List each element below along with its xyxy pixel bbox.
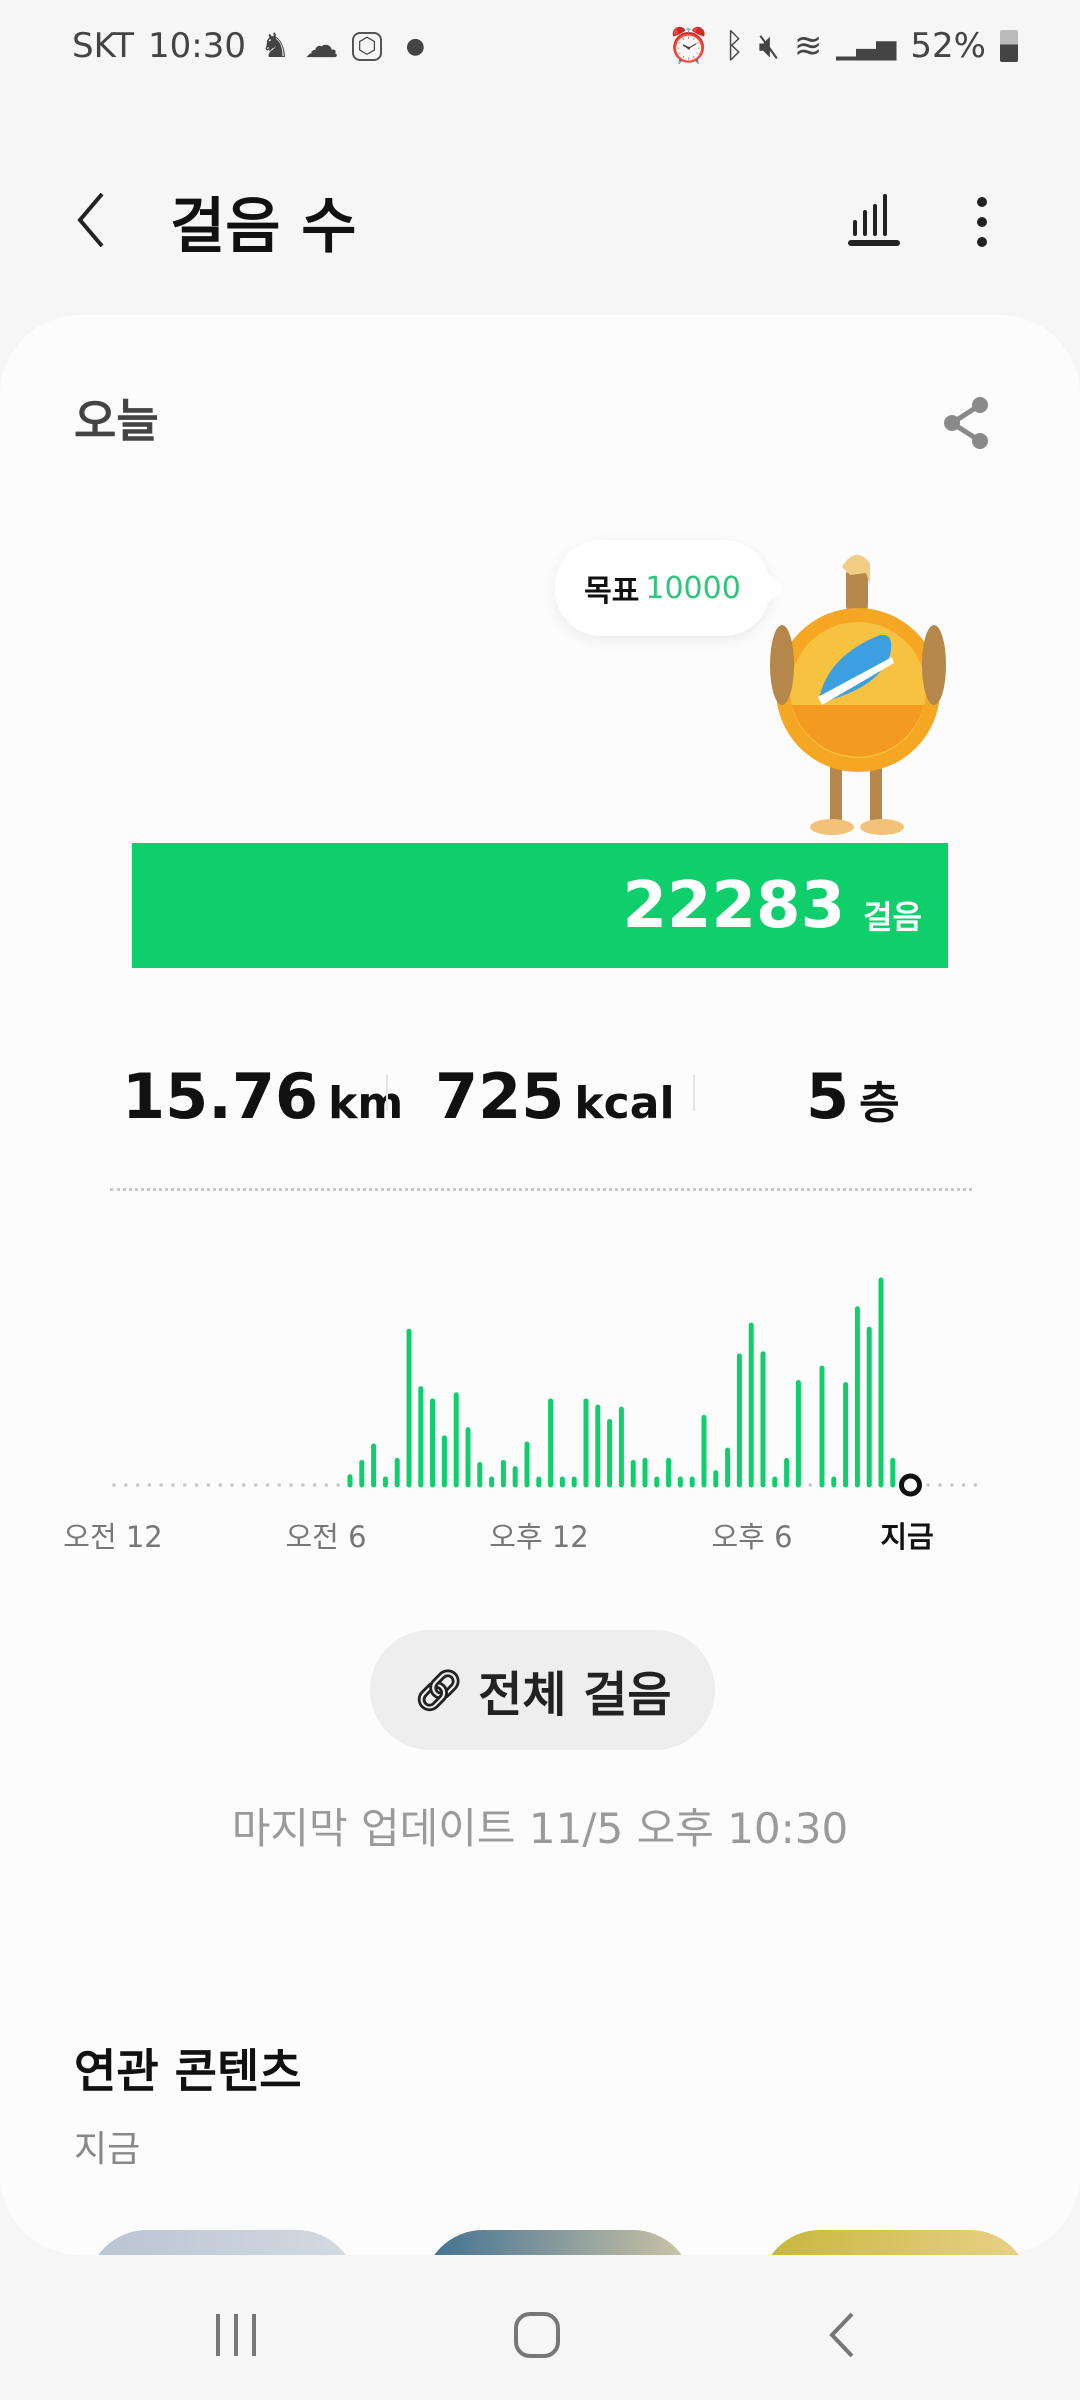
page-title: 걸음 수 — [170, 192, 357, 262]
now-label: 지금 — [880, 1520, 934, 1554]
related-content-subtitle: 지금 — [74, 2129, 141, 2170]
x-tick-label: 오전 12 — [63, 1520, 163, 1554]
dashin-badge-icon: ⬡ — [352, 31, 382, 61]
x-tick-label: 오후 6 — [711, 1520, 793, 1554]
baseline-dot — [938, 1483, 942, 1487]
baseline-dot — [277, 1483, 282, 1487]
steps-unit: 걸음 — [863, 897, 922, 936]
distance-unit: km — [328, 1078, 404, 1129]
back-button[interactable] — [72, 190, 112, 250]
baseline-dot — [324, 1483, 329, 1487]
wifi-icon: ︎≋ — [793, 26, 823, 66]
related-content-title: 연관 콘텐츠 — [74, 2044, 302, 2098]
battery-icon — [1000, 30, 1018, 62]
cloud-icon: ☁ — [304, 26, 339, 66]
signal-icon: ▁▃▅ — [836, 31, 897, 61]
link-icon: 🔗︎ — [413, 1667, 465, 1714]
bluetooth-icon: ᛒ — [724, 26, 745, 66]
divider — [693, 1075, 695, 1111]
floors-unit: 층 — [859, 1078, 900, 1129]
baseline-dot — [301, 1483, 305, 1487]
last-update-text: 마지막 업데이트 11/5 오후 10:30 — [231, 1804, 849, 1853]
status-bar: SKT 10:30 ♞ ☁ ⬡ ● ⏰ ᛒ 🔇︎ ︎≋ ▁▃▅ 52% — [72, 22, 1018, 70]
dot-icon: ● — [405, 33, 425, 59]
baseline-dot — [265, 1483, 270, 1487]
baseline-dot — [312, 1483, 317, 1487]
person-icon: ♞ — [260, 26, 291, 66]
baseline-dot — [289, 1483, 293, 1487]
baseline-dot — [808, 1483, 812, 1487]
steps-chart[interactable] — [0, 1250, 1080, 1510]
alarm-icon: ⏰ — [667, 26, 711, 66]
share-icon[interactable] — [940, 395, 992, 451]
baseline-dot — [230, 1483, 234, 1487]
divider — [386, 1075, 388, 1111]
baseline-dot — [159, 1483, 163, 1487]
back-icon[interactable] — [822, 2310, 862, 2360]
recents-icon[interactable] — [212, 2310, 262, 2360]
goal-value: 10000 — [645, 570, 741, 606]
baseline-dot — [135, 1483, 140, 1487]
x-tick-label: 오전 6 — [285, 1520, 367, 1554]
baseline-dot — [194, 1483, 199, 1487]
x-tick-label: 오후 12 — [489, 1520, 589, 1554]
baseline-dot — [950, 1483, 954, 1487]
steps-progress-bar: 22283 걸음 — [132, 843, 948, 968]
battery-percent: 52% — [910, 26, 986, 66]
baseline-dot — [147, 1483, 152, 1487]
baseline-dot — [961, 1483, 966, 1487]
goal-label: 목표 — [584, 574, 640, 609]
mute-icon: 🔇︎ — [758, 26, 780, 66]
divider-dotted — [110, 1188, 972, 1191]
baseline-dot — [206, 1483, 211, 1487]
distance-value: 15.76 — [122, 1060, 319, 1133]
calories-unit: kcal — [574, 1078, 675, 1129]
steps-count: 22283 — [622, 868, 846, 943]
baseline-dot — [171, 1483, 175, 1487]
baseline-dot — [183, 1483, 187, 1487]
bar-chart-icon[interactable] — [845, 192, 905, 247]
all-steps-button[interactable]: 🔗︎ 전체 걸음 — [370, 1630, 715, 1750]
today-label: 오늘 — [74, 394, 159, 448]
carrier: SKT — [72, 26, 135, 66]
calories-stat: 725 kcal — [435, 1060, 675, 1133]
baseline-dot — [336, 1483, 341, 1487]
distance-stat: 15.76 km — [122, 1060, 403, 1133]
more-vertical-icon[interactable] — [970, 192, 994, 252]
all-steps-label: 전체 걸음 — [478, 1667, 672, 1723]
baseline-dot — [112, 1483, 116, 1487]
home-icon[interactable] — [512, 2310, 562, 2360]
baseline-dot — [973, 1483, 978, 1487]
baseline-dot — [124, 1483, 128, 1487]
goal-bubble: 목표 10000 — [555, 540, 784, 636]
baseline-dot — [242, 1483, 246, 1487]
mascot-illustration — [770, 554, 946, 835]
baseline-dot — [218, 1483, 222, 1487]
navigation-bar — [0, 2255, 1080, 2400]
floors-value: 5 — [806, 1060, 850, 1133]
now-marker — [899, 1473, 922, 1497]
baseline-dot — [926, 1483, 930, 1487]
baseline-dot — [253, 1483, 258, 1487]
clock: 10:30 — [148, 26, 246, 66]
calories-value: 725 — [435, 1060, 565, 1133]
